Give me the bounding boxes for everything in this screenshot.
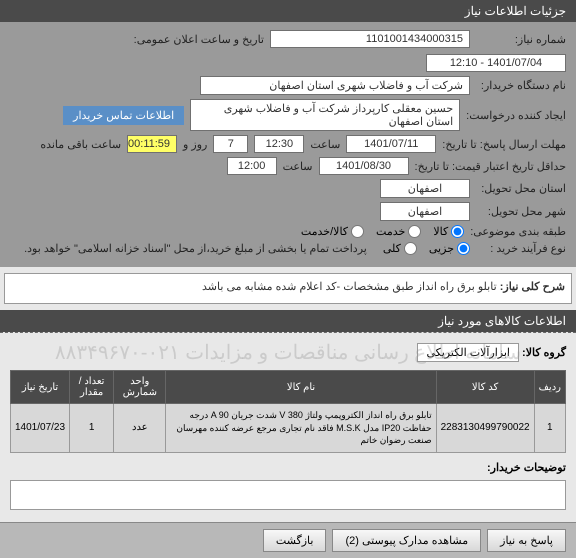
label-announce-date: تاریخ و ساعت اعلان عمومی: xyxy=(134,33,264,46)
label-goods-group: گروه کالا: xyxy=(522,347,566,359)
radio-service[interactable]: خدمت xyxy=(376,225,421,238)
value-province: اصفهان xyxy=(380,179,470,198)
value-remaining-time: 00:11:59 xyxy=(127,135,177,153)
value-days: 7 xyxy=(213,135,248,153)
cell-name: تابلو برق راه انداز الکتروپمپ ولتاژ V 38… xyxy=(166,404,436,453)
label-hour2: ساعت xyxy=(283,160,313,173)
row-validity: حداقل تاریخ اعتبار قیمت: تا تاریخ: 1401/… xyxy=(10,157,566,175)
row-city: شهر محل تحویل: اصفهان xyxy=(10,202,566,221)
table-row: 1 2283130499790022 تابلو برق راه انداز ا… xyxy=(11,404,566,453)
row-need-number: شماره نیاز: 1101001434000315 تاریخ و ساع… xyxy=(10,30,566,72)
value-goods-group: ابزارآلات الکتریکی xyxy=(417,343,518,362)
radio-both[interactable]: کالا/خدمت xyxy=(301,225,364,238)
radio-service-label: خدمت xyxy=(376,225,405,238)
items-header: اطلاعات کالاهای مورد نیاز xyxy=(0,310,576,332)
respond-button[interactable]: پاسخ به نیاز xyxy=(487,529,566,552)
header-title: جزئیات اطلاعات نیاز xyxy=(465,4,566,18)
back-button[interactable]: بازگشت xyxy=(263,529,327,552)
radio-both-label: کالا/خدمت xyxy=(301,225,348,238)
th-code: کد کالا xyxy=(436,371,534,404)
items-table: ردیف کد کالا نام کالا واحد شمارش تعداد /… xyxy=(10,370,566,453)
label-deadline: مهلت ارسال پاسخ: تا تاریخ: xyxy=(442,138,566,151)
radio-full[interactable]: کلی xyxy=(383,242,417,255)
cell-code: 2283130499790022 xyxy=(436,404,534,453)
value-need-number: 1101001434000315 xyxy=(270,30,470,48)
label-hour1: ساعت xyxy=(310,138,340,151)
th-unit: واحد شمارش xyxy=(114,371,166,404)
label-category: طبقه بندی موضوعی: xyxy=(470,225,566,238)
value-validity-time: 12:00 xyxy=(227,157,277,175)
items-section: گروه کالا: ابزارآلات الکتریکی سامانه اطل… xyxy=(0,332,576,522)
label-province: استان محل تحویل: xyxy=(476,182,566,195)
items-header-text: اطلاعات کالاهای مورد نیاز xyxy=(438,314,566,328)
cell-qty: 1 xyxy=(70,404,114,453)
radio-partial-label: جزیی xyxy=(429,242,454,255)
label-buyer-notes: توضیحات خریدار: xyxy=(487,462,566,474)
label-remaining: ساعت باقی مانده xyxy=(40,138,121,151)
cell-date: 1401/07/23 xyxy=(11,404,70,453)
bottom-bar: پاسخ به نیاز مشاهده مدارک پیوستی (2) باز… xyxy=(0,522,576,558)
value-deadline-time: 12:30 xyxy=(254,135,304,153)
table-header-row: ردیف کد کالا نام کالا واحد شمارش تعداد /… xyxy=(11,371,566,404)
radio-both-input[interactable] xyxy=(351,225,364,238)
label-city: شهر محل تحویل: xyxy=(476,205,566,218)
row-purchase-type: نوع فرآیند خرید : جزیی کلی پرداخت تمام ی… xyxy=(10,242,566,255)
th-qty: تعداد / مقدار xyxy=(70,371,114,404)
main-container: جزئیات اطلاعات نیاز شماره نیاز: 11010014… xyxy=(0,0,576,558)
value-deadline-date: 1401/07/11 xyxy=(346,135,436,153)
value-announce-date: 1401/07/04 - 12:10 xyxy=(426,54,566,72)
desc-label: شرح کلی نیاز: xyxy=(500,281,565,293)
th-name: نام کالا xyxy=(166,371,436,404)
contact-buyer-button[interactable]: اطلاعات تماس خریدار xyxy=(63,106,184,125)
buyer-notes-box xyxy=(10,480,566,510)
th-row: ردیف xyxy=(534,371,565,404)
cell-unit: عدد xyxy=(114,404,166,453)
radio-goods[interactable]: کالا xyxy=(433,225,464,238)
label-need-number: شماره نیاز: xyxy=(476,33,566,46)
label-requester: ایجاد کننده درخواست: xyxy=(466,109,566,122)
value-buyer: شرکت آب و فاضلاب شهری استان اصفهان xyxy=(200,76,470,95)
category-radio-group: کالا خدمت کالا/خدمت xyxy=(301,225,464,238)
row-buyer: نام دستگاه خریدار: شرکت آب و فاضلاب شهری… xyxy=(10,76,566,95)
label-days-and: روز و xyxy=(183,138,207,151)
radio-partial-input[interactable] xyxy=(457,242,470,255)
radio-partial[interactable]: جزیی xyxy=(429,242,470,255)
label-buyer: نام دستگاه خریدار: xyxy=(476,79,566,92)
form-section: شماره نیاز: 1101001434000315 تاریخ و ساع… xyxy=(0,22,576,267)
row-requester: ایجاد کننده درخواست: حسین معقلی کارپرداز… xyxy=(10,99,566,131)
description-box: شرح کلی نیاز: تابلو برق راه انداز طبق مش… xyxy=(4,273,572,304)
value-city: اصفهان xyxy=(380,202,470,221)
row-category: طبقه بندی موضوعی: کالا خدمت کالا/خدمت xyxy=(10,225,566,238)
label-purchase-type: نوع فرآیند خرید : xyxy=(476,242,566,255)
row-deadline: مهلت ارسال پاسخ: تا تاریخ: 1401/07/11 سا… xyxy=(10,135,566,153)
row-province: استان محل تحویل: اصفهان xyxy=(10,179,566,198)
value-requester: حسین معقلی کارپرداز شرکت آب و فاضلاب شهر… xyxy=(190,99,460,131)
desc-value: تابلو برق راه انداز طبق مشخصات -کد اعلام… xyxy=(202,281,497,293)
purchase-note: پرداخت تمام یا بخشی از مبلغ خرید،از محل … xyxy=(24,242,367,255)
header-bar: جزئیات اطلاعات نیاز xyxy=(0,0,576,22)
radio-full-input[interactable] xyxy=(404,242,417,255)
cell-row: 1 xyxy=(534,404,565,453)
radio-service-input[interactable] xyxy=(408,225,421,238)
label-validity: حداقل تاریخ اعتبار قیمت: تا تاریخ: xyxy=(415,160,566,173)
radio-goods-input[interactable] xyxy=(451,225,464,238)
radio-full-label: کلی xyxy=(383,242,401,255)
value-validity-date: 1401/08/30 xyxy=(319,157,409,175)
attachments-button[interactable]: مشاهده مدارک پیوستی (2) xyxy=(332,529,481,552)
radio-goods-label: کالا xyxy=(433,225,448,238)
th-date: تاریخ نیاز xyxy=(11,371,70,404)
purchase-radio-group: جزیی کلی xyxy=(383,242,470,255)
